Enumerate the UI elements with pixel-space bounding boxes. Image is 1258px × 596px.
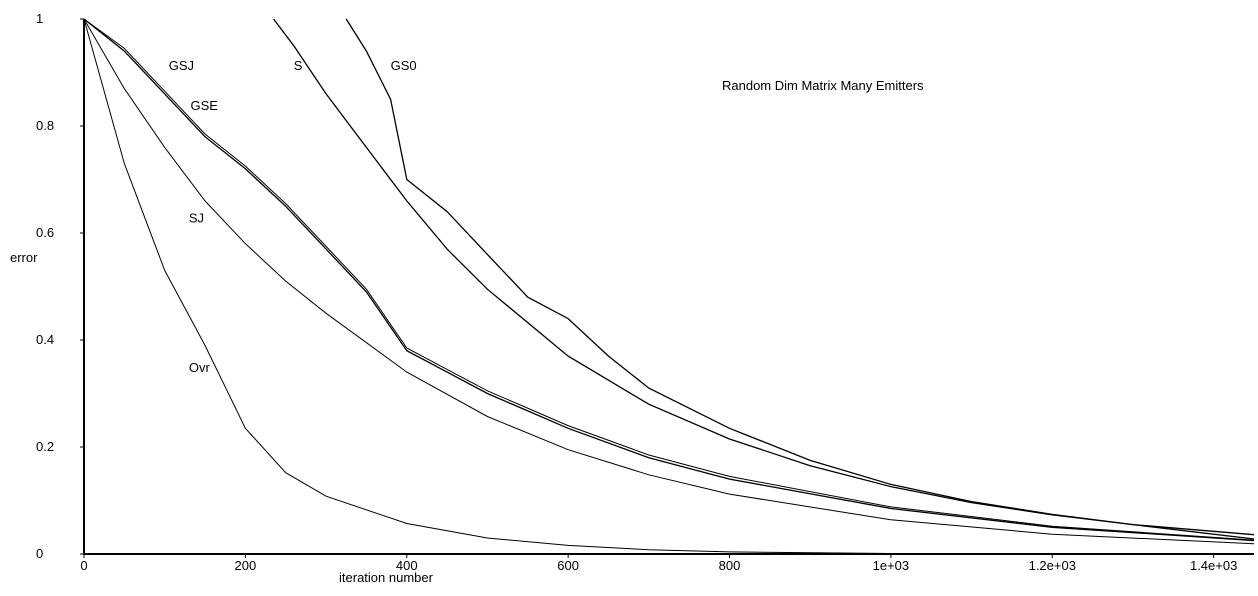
series-line-gs0 <box>345 18 1255 536</box>
x-tick-label: 600 <box>557 558 579 573</box>
x-tick-label: 800 <box>719 558 741 573</box>
y-tick-label: 0.2 <box>36 439 54 454</box>
axes <box>83 19 1254 555</box>
series-labels: Ovr SJ GSJ GSE S GS0 <box>169 58 417 375</box>
x-tick-label: 200 <box>235 558 257 573</box>
y-tick-label: 0.6 <box>36 225 54 240</box>
series-label-sj: SJ <box>189 210 204 225</box>
series-label-ovr: Ovr <box>189 360 211 375</box>
x-ticks: 0 200 400 600 800 1e+03 1.2e+03 1.4e+03 <box>80 554 1237 573</box>
y-ticks: 0 0.2 0.4 0.6 0.8 1 <box>36 11 84 561</box>
y-tick-label: 0.4 <box>36 332 54 347</box>
y-axis-label: error <box>10 250 38 265</box>
series-line-gse <box>83 18 1255 541</box>
series-label-gs0: GS0 <box>391 58 417 73</box>
series-line-gsj <box>83 18 1255 542</box>
y-tick-label: 0.8 <box>36 118 54 133</box>
x-tick-label: 1.2e+03 <box>1029 558 1076 573</box>
series-label-gsj: GSJ <box>169 58 194 73</box>
series-label-s: S <box>294 58 303 73</box>
x-tick-label: 1e+03 <box>873 558 910 573</box>
series-group <box>83 18 1255 555</box>
y-tick-label: 1 <box>36 11 43 26</box>
series-line-sj <box>83 18 1255 545</box>
series-label-gse: GSE <box>191 98 219 113</box>
x-tick-label: 1.4e+03 <box>1190 558 1237 573</box>
x-axis-label: iteration number <box>339 570 434 585</box>
series-line-s <box>273 18 1255 540</box>
y-tick-label: 0 <box>36 546 43 561</box>
series-line-ovr <box>83 18 1255 555</box>
x-tick-label: 400 <box>396 558 418 573</box>
x-tick-label: 0 <box>80 558 87 573</box>
chart-title: Random Dim Matrix Many Emitters <box>722 78 924 93</box>
